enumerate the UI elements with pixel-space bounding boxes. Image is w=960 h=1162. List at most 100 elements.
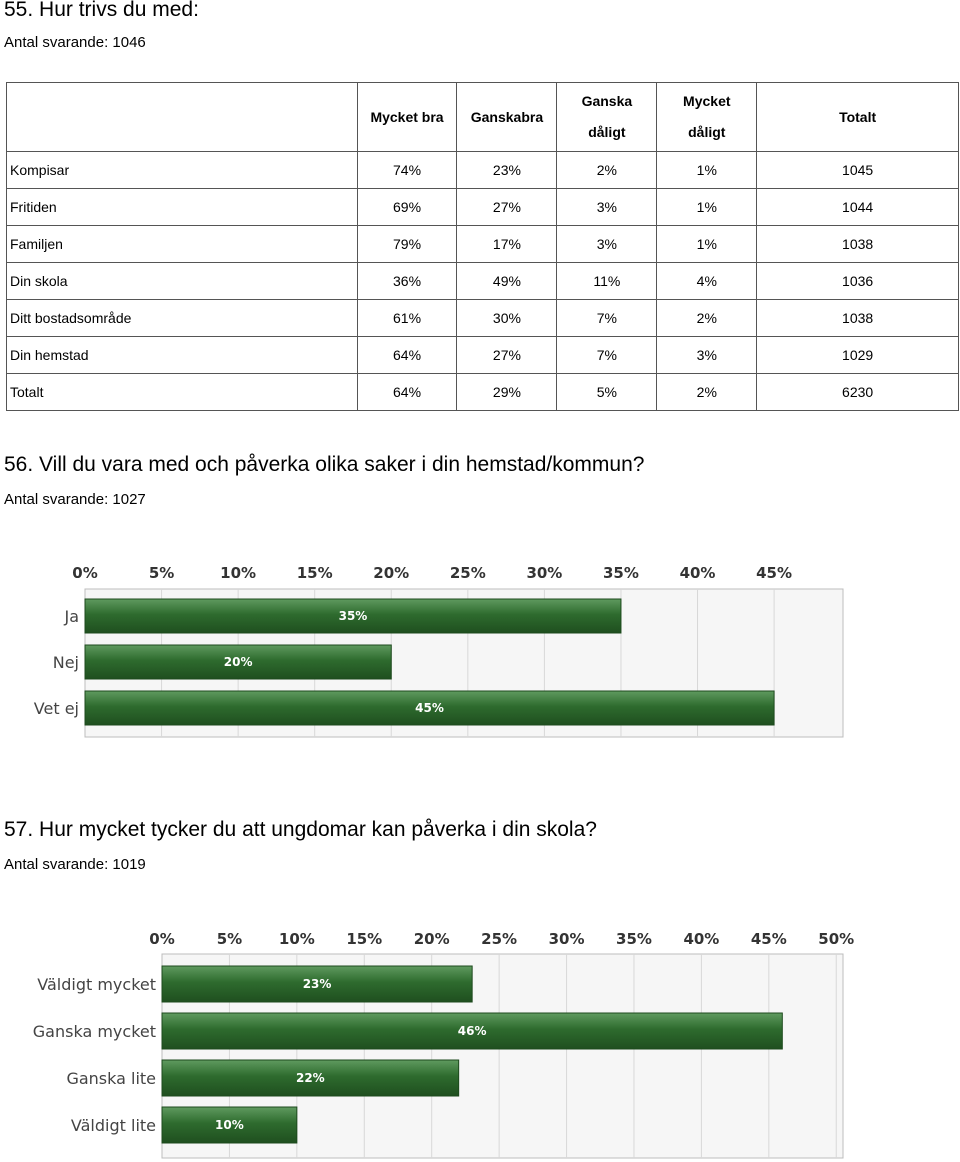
- q55-cell-value: 27%: [492, 199, 521, 215]
- x-tick-label: 5%: [217, 930, 242, 948]
- x-tick-label: 15%: [346, 930, 382, 948]
- q55-row-label: Ditt bostadsområde: [6, 299, 358, 337]
- q55-cell-percent: 64%: [356, 373, 458, 411]
- q56-bar-chart: 0% 5% 10% 15% 20% 25% 30% 35% 40% 45% Ja 35% Nej 20% V…: [0, 555, 960, 745]
- q55-header-blank: [6, 82, 358, 152]
- q55-cell-percent: 23%: [456, 151, 558, 189]
- header-line: dåligt: [688, 124, 726, 140]
- q55-header-mycket-bra: Mycket bra: [356, 82, 458, 152]
- q55-cell-total: 6230: [756, 373, 959, 411]
- x-tick-label: 20%: [414, 930, 450, 948]
- q55-cell-percent: 1%: [656, 225, 758, 263]
- x-tick-label: 50%: [818, 930, 854, 948]
- q55-cell-percent: 69%: [356, 188, 458, 226]
- q55-row-label: Din hemstad: [6, 336, 358, 374]
- q55-cell-value: 2%: [596, 162, 617, 178]
- q55-cell-percent: 27%: [456, 336, 558, 374]
- q55-cell-total: 1029: [756, 336, 959, 374]
- q55-cell-value: 1044: [842, 199, 874, 215]
- x-tick-label: 10%: [220, 564, 256, 582]
- bar-value-label: 35%: [339, 609, 368, 623]
- q55-cell-percent: 74%: [356, 151, 458, 189]
- q55-cell-percent: 36%: [356, 262, 458, 300]
- bar: [84, 690, 775, 726]
- bar: [84, 644, 392, 680]
- bar-value-label: 23%: [303, 977, 332, 991]
- q55-table: Mycket bra Ganskabra Ganska dåligt Mycke…: [6, 82, 959, 411]
- q55-cell-total: 1036: [756, 262, 959, 300]
- q55-cell-percent: 49%: [456, 262, 558, 300]
- q55-respondent-count: Antal svarande: 1046: [4, 34, 146, 51]
- header-line: dåligt: [588, 124, 626, 140]
- q55-cell-total: 1038: [756, 299, 959, 337]
- q55-cell-total: 1044: [756, 188, 959, 226]
- q55-cell-value: 69%: [393, 199, 422, 215]
- q55-row-label: Kompisar: [6, 151, 358, 189]
- q55-row: Ditt bostadsområde 61% 30% 7% 2% 1038: [6, 299, 959, 337]
- bar: [84, 598, 622, 634]
- q55-cell-value: 1029: [842, 347, 874, 363]
- x-tick-label: 45%: [751, 930, 787, 948]
- q55-title: 55. Hur trivs du med:: [4, 0, 199, 21]
- x-tick-label: 35%: [616, 930, 652, 948]
- q55-cell-value: 7%: [596, 347, 617, 363]
- q55-cell-value: 11%: [593, 273, 621, 289]
- q55-cell-value: 79%: [393, 236, 422, 252]
- q55-cell-percent: 5%: [556, 373, 658, 411]
- category-label: Väldigt mycket: [37, 975, 156, 994]
- q55-cell-percent: 4%: [656, 262, 758, 300]
- q55-cell-value: 27%: [492, 347, 521, 363]
- q55-cell-value: 1038: [842, 236, 874, 252]
- q56-respondent-count: Antal svarande: 1027: [4, 491, 146, 508]
- q55-cell-value: 1036: [842, 273, 874, 289]
- q55-cell-percent: 1%: [656, 188, 758, 226]
- q55-cell-percent: 79%: [356, 225, 458, 263]
- q55-cell-percent: 3%: [556, 225, 658, 263]
- q55-cell-value: 64%: [393, 347, 422, 363]
- q55-row: Familjen 79% 17% 3% 1% 1038: [6, 225, 959, 263]
- q55-cell-percent: 61%: [356, 299, 458, 337]
- bar: [161, 1012, 783, 1050]
- q56-title: 56. Vill du vara med och påverka olika s…: [4, 453, 645, 476]
- q55-header-row: Mycket bra Ganskabra Ganska dåligt Mycke…: [6, 82, 959, 152]
- q55-header-ganska-daligt: Ganska dåligt: [556, 82, 658, 152]
- q55-cell-value: 6230: [842, 384, 874, 400]
- q55-row: Kompisar 74% 23% 2% 1% 1045: [6, 151, 959, 189]
- q55-row-label: Familjen: [6, 225, 358, 263]
- category-label: Ja: [63, 607, 79, 626]
- q55-cell-percent: 1%: [656, 151, 758, 189]
- q55-cell-percent: 27%: [456, 188, 558, 226]
- q55-row: Totalt 64% 29% 5% 2% 6230: [6, 373, 959, 411]
- bar-value-label: 46%: [458, 1024, 487, 1038]
- x-tick-label: 15%: [297, 564, 333, 582]
- q55-cell-value: 1038: [842, 310, 874, 326]
- q55-cell-value: 1%: [696, 162, 717, 178]
- q55-cell-value: 3%: [596, 199, 617, 215]
- category-label: Väldigt lite: [71, 1116, 156, 1135]
- x-tick-label: 40%: [683, 930, 719, 948]
- x-tick-label: 30%: [526, 564, 562, 582]
- q55-cell-percent: 64%: [356, 336, 458, 374]
- q55-cell-percent: 17%: [456, 225, 558, 263]
- q55-cell-value: 17%: [492, 236, 521, 252]
- q55-cell-value: 5%: [596, 384, 617, 400]
- q55-row: Fritiden 69% 27% 3% 1% 1044: [6, 188, 959, 226]
- x-tick-label: 45%: [756, 564, 792, 582]
- bar: [161, 1106, 298, 1144]
- chart-svg: 0% 5% 10% 15% 20% 25% 30% 35% 40% 45% Ja 35% Nej 20% V…: [34, 564, 844, 738]
- q55-cell-percent: 29%: [456, 373, 558, 411]
- q55-cell-percent: 2%: [656, 373, 758, 411]
- q55-cell-value: 74%: [393, 162, 422, 178]
- q55-cell-value: 2%: [696, 384, 717, 400]
- category-label: Vet ej: [34, 699, 79, 718]
- category-label: Ganska mycket: [33, 1022, 156, 1041]
- q55-cell-value: 7%: [596, 310, 617, 326]
- q55-cell-percent: 2%: [556, 151, 658, 189]
- x-tick-label: 0%: [72, 564, 97, 582]
- q55-row-label: Totalt: [6, 373, 358, 411]
- category-label: Ganska lite: [66, 1069, 156, 1088]
- q55-cell-percent: 30%: [456, 299, 558, 337]
- q55-cell-percent: 2%: [656, 299, 758, 337]
- q55-cell-value: 49%: [492, 273, 521, 289]
- q57-respondent-count: Antal svarande: 1019: [4, 856, 146, 873]
